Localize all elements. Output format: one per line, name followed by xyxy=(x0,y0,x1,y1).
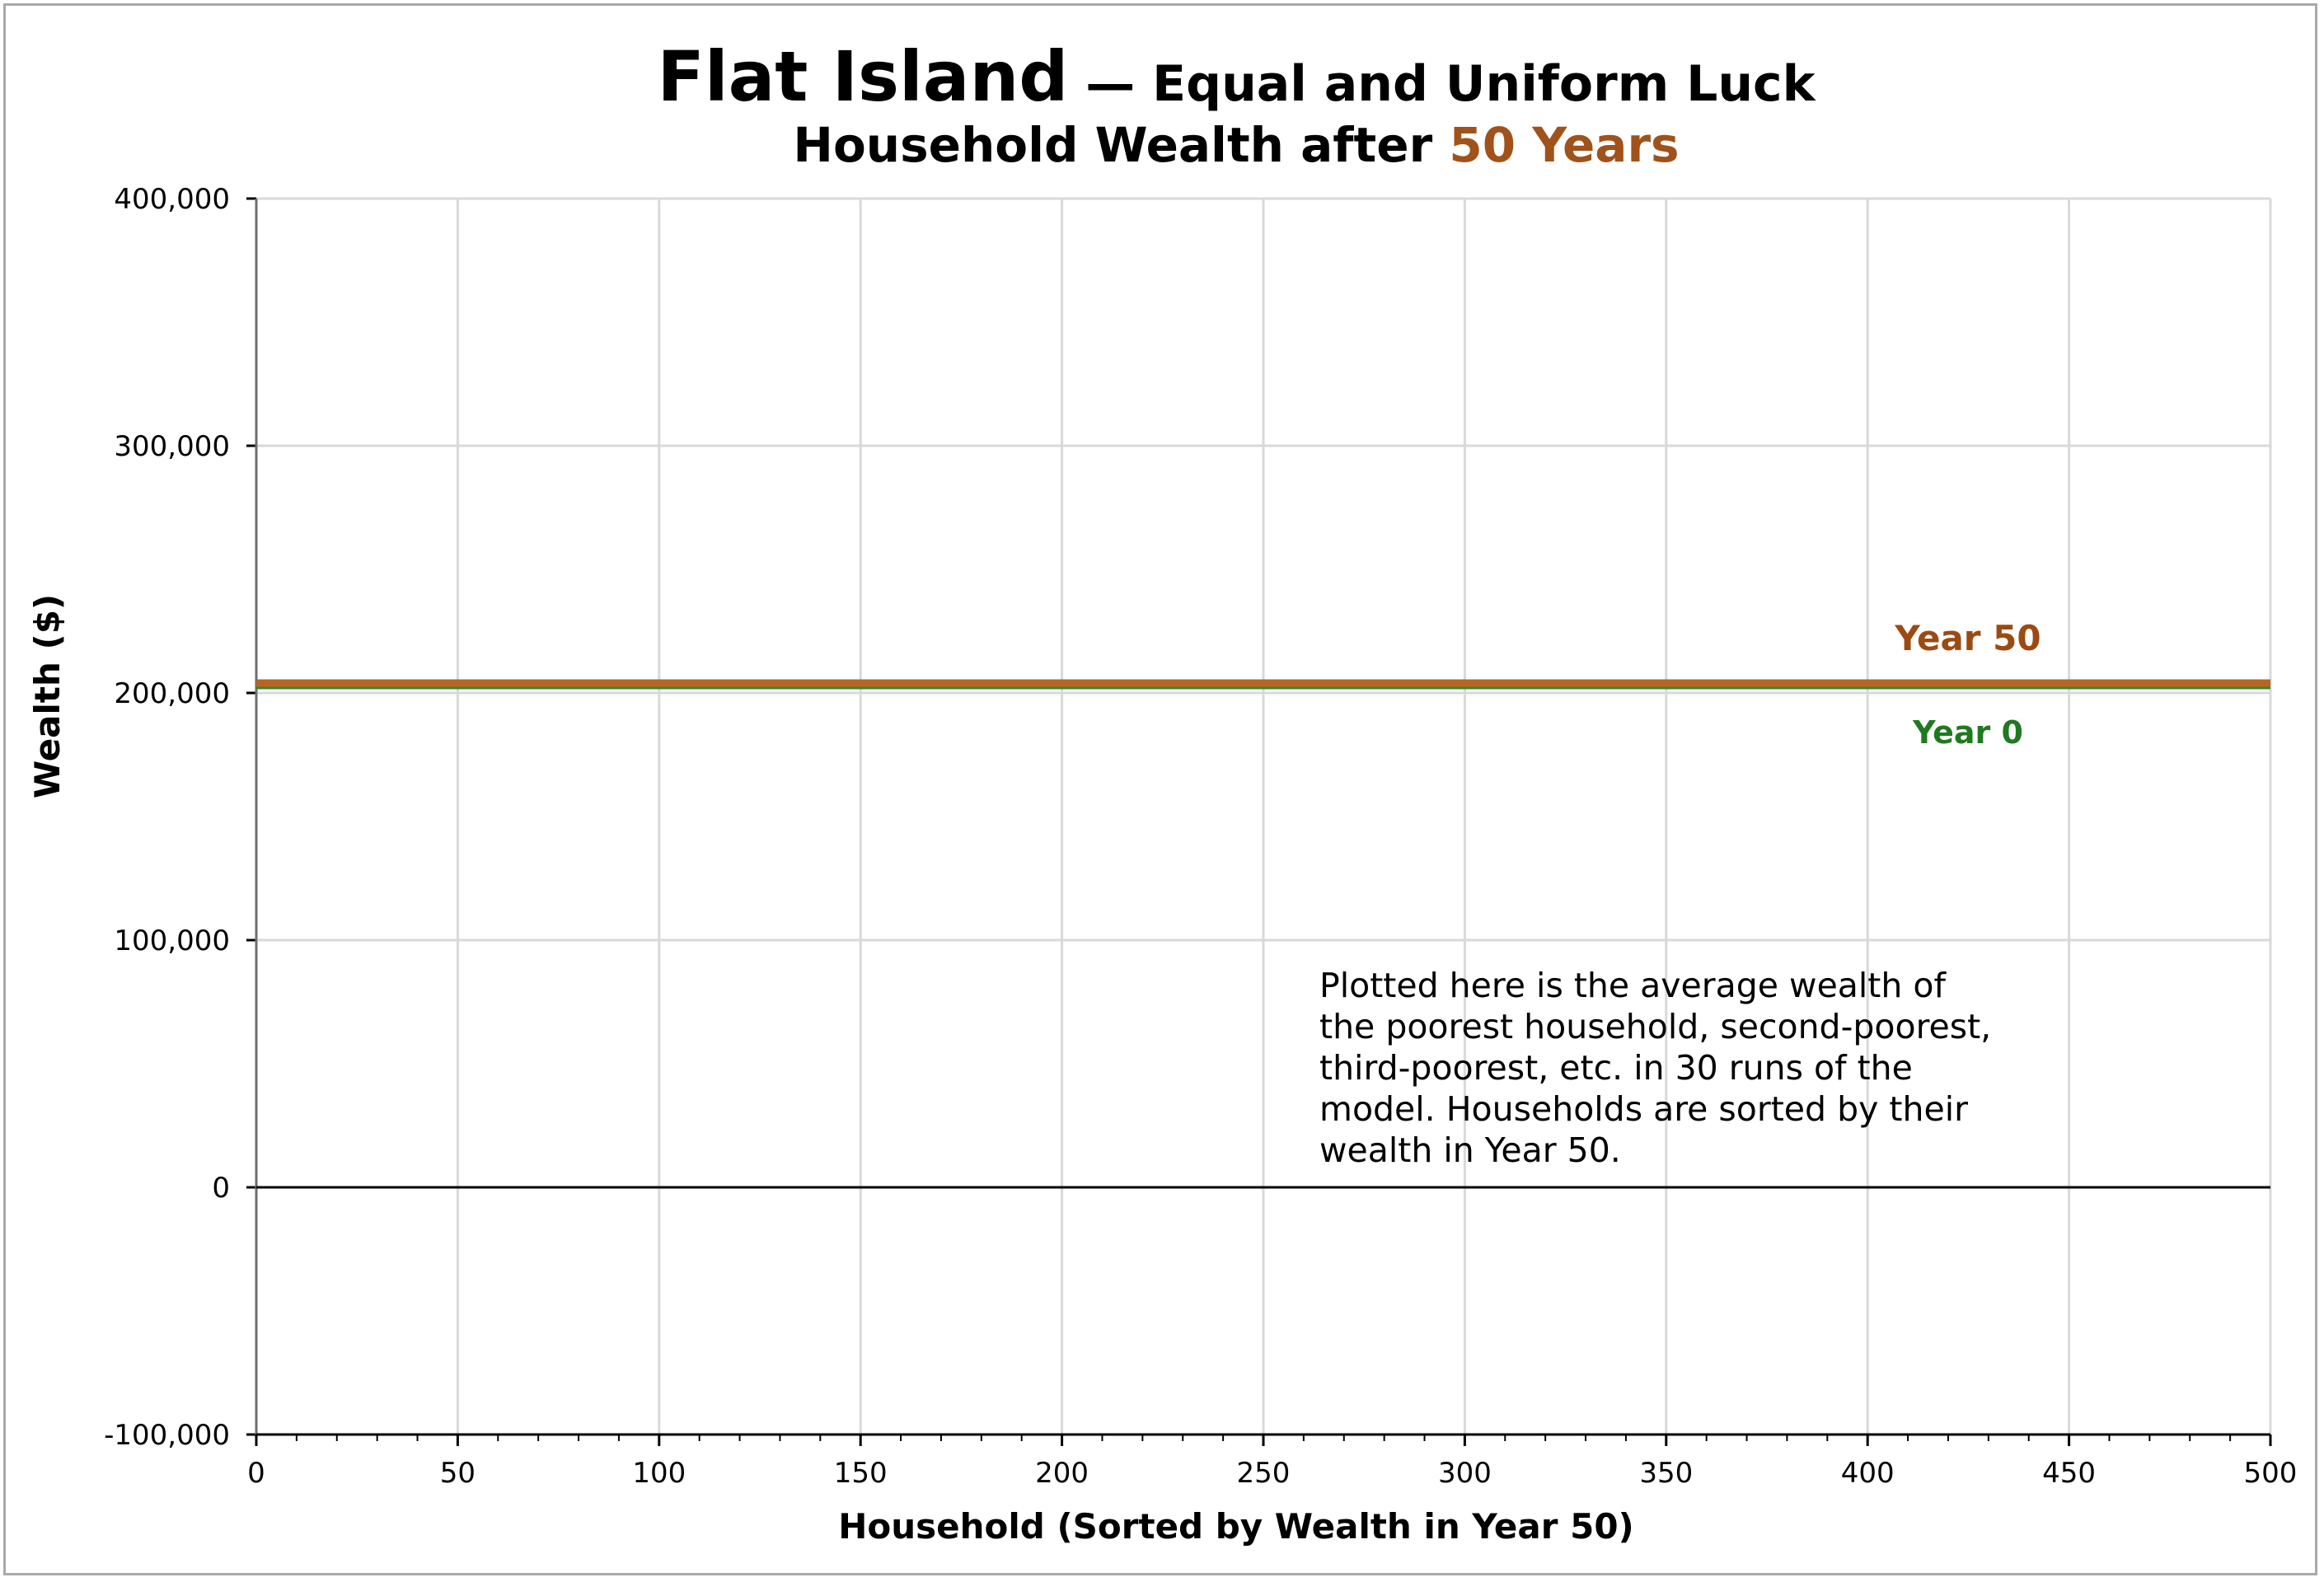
x-tick-label: 50 xyxy=(440,1457,476,1490)
y-axis-title: Wealth ($) xyxy=(27,594,68,798)
x-tick-label: 350 xyxy=(1639,1457,1693,1490)
y-tick-label: 200,000 xyxy=(114,677,230,710)
chart-title-suffix: — Equal and Uniform Luck xyxy=(1068,55,1816,113)
series-label-year-50: Year 50 xyxy=(1894,618,2041,658)
chart-title-main: Flat Island xyxy=(657,36,1068,117)
labels-layer: 0 50 100 150 200 250 300 350 400 450 500 400,000 300… xyxy=(104,183,2297,1490)
chart-subtitle-highlight: 50 Years xyxy=(1449,117,1679,173)
y-tick-label: 100,000 xyxy=(114,924,230,957)
x-tick-label: 500 xyxy=(2244,1457,2298,1490)
chart-subtitle: Household Wealth after 50 Years xyxy=(793,117,1679,173)
x-tick-label: 300 xyxy=(1438,1457,1492,1490)
x-axis-title: Household (Sorted by Wealth in Year 50) xyxy=(838,1506,1634,1547)
annotation-line: model. Households are sorted by their xyxy=(1319,1089,1968,1129)
y-tick-label: 400,000 xyxy=(114,183,230,216)
annotation-line: the poorest household, second-poorest, xyxy=(1319,1007,1991,1046)
grid-layer xyxy=(256,197,2272,1435)
annotation-line: Plotted here is the average wealth of xyxy=(1319,966,1947,1005)
x-tick-label: 0 xyxy=(247,1457,265,1490)
y-tick-label: 300,000 xyxy=(114,430,230,463)
annotation-line: wealth in Year 50. xyxy=(1319,1130,1621,1170)
chart-subtitle-prefix: Household Wealth after xyxy=(793,117,1449,173)
series-label-year-0: Year 0 xyxy=(1912,714,2023,751)
x-tick-label: 150 xyxy=(834,1457,888,1490)
x-tick-label: 250 xyxy=(1237,1457,1291,1490)
series-layer xyxy=(256,679,2270,690)
y-tick-label: 0 xyxy=(212,1172,230,1205)
annotation-note: Plotted here is the average wealth of the… xyxy=(1319,966,1991,1170)
x-tick-label: 400 xyxy=(1841,1457,1895,1490)
y-tick-label: -100,000 xyxy=(104,1419,230,1452)
chart-title: Flat Island — Equal and Uniform Luck xyxy=(657,36,1816,117)
axes-layer xyxy=(246,197,2272,1446)
chart-frame xyxy=(3,3,2317,1575)
annotation-line: third-poorest, etc. in 30 runs of the xyxy=(1319,1048,1913,1088)
x-tick-label: 200 xyxy=(1035,1457,1089,1490)
x-tick-label: 100 xyxy=(632,1457,686,1490)
x-tick-label: 450 xyxy=(2042,1457,2096,1490)
